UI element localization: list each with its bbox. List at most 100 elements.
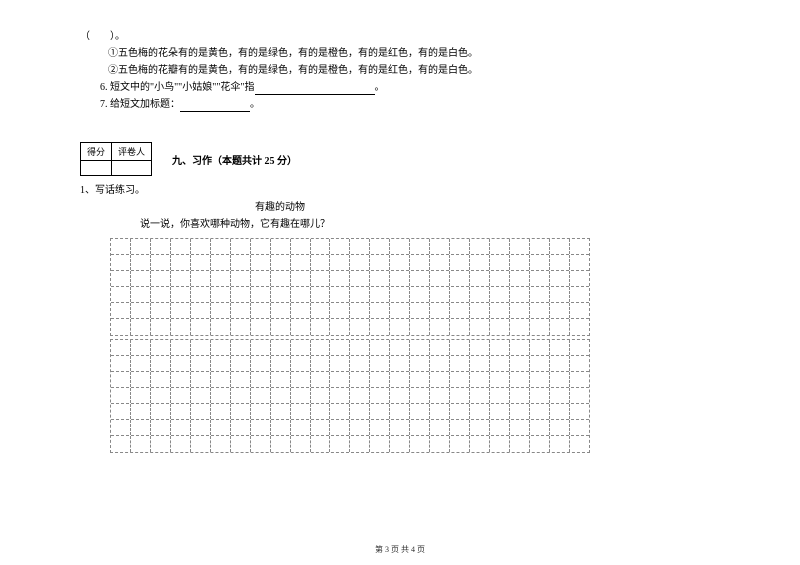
grid-cell[interactable] [550,372,570,387]
grid-cell[interactable] [311,372,331,387]
grid-cell[interactable] [430,436,450,452]
grid-cell[interactable] [191,303,211,318]
grid-cell[interactable] [291,255,311,270]
grid-cell[interactable] [311,303,331,318]
grid-cell[interactable] [370,436,390,452]
grid-cell[interactable] [191,255,211,270]
grid-cell[interactable] [211,239,231,254]
grid-cell[interactable] [271,287,291,302]
grid-cell[interactable] [350,388,370,403]
grid-cell[interactable] [470,287,490,302]
grid-cell[interactable] [271,420,291,435]
grid-cell[interactable] [311,388,331,403]
grid-cell[interactable] [151,319,171,335]
grid-cell[interactable] [111,287,131,302]
grid-cell[interactable] [490,340,510,355]
grid-cell[interactable] [410,319,430,335]
grid-cell[interactable] [211,420,231,435]
grid-cell[interactable] [370,420,390,435]
grid-cell[interactable] [330,404,350,419]
grid-cell[interactable] [251,319,271,335]
grid-cell[interactable] [510,436,530,452]
grid-cell[interactable] [291,287,311,302]
grid-cell[interactable] [350,356,370,371]
grid-cell[interactable] [191,404,211,419]
grid-cell[interactable] [171,287,191,302]
grid-cell[interactable] [510,239,530,254]
grid-cell[interactable] [151,388,171,403]
grid-cell[interactable] [550,404,570,419]
grid-cell[interactable] [171,388,191,403]
grid-cell[interactable] [251,388,271,403]
grid-cell[interactable] [251,303,271,318]
grid-cell[interactable] [510,255,530,270]
grid-cell[interactable] [350,303,370,318]
grid-cell[interactable] [450,388,470,403]
grid-cell[interactable] [510,356,530,371]
grid-cell[interactable] [390,340,410,355]
grid-cell[interactable] [291,372,311,387]
grid-cell[interactable] [470,388,490,403]
grid-cell[interactable] [450,239,470,254]
grid-cell[interactable] [191,287,211,302]
grid-cell[interactable] [550,287,570,302]
grid-cell[interactable] [311,340,331,355]
grid-cell[interactable] [151,436,171,452]
grid-cell[interactable] [171,356,191,371]
grid-cell[interactable] [450,340,470,355]
grid-cell[interactable] [570,340,589,355]
grid-cell[interactable] [271,372,291,387]
grid-cell[interactable] [430,388,450,403]
grid-cell[interactable] [131,436,151,452]
grid-cell[interactable] [470,271,490,286]
grid-cell[interactable] [111,255,131,270]
grid-cell[interactable] [151,303,171,318]
grid-cell[interactable] [550,420,570,435]
grid-cell[interactable] [191,356,211,371]
grid-cell[interactable] [291,271,311,286]
grid-cell[interactable] [510,340,530,355]
grid-cell[interactable] [171,255,191,270]
grid-cell[interactable] [450,287,470,302]
grid-cell[interactable] [211,388,231,403]
grid-cell[interactable] [231,404,251,419]
grid-cell[interactable] [171,340,191,355]
grid-cell[interactable] [350,239,370,254]
grid-cell[interactable] [171,372,191,387]
grid-cell[interactable] [131,420,151,435]
grid-cell[interactable] [570,239,589,254]
grid-cell[interactable] [151,239,171,254]
grid-cell[interactable] [111,303,131,318]
grid-cell[interactable] [490,404,510,419]
grid-cell[interactable] [470,255,490,270]
grid-cell[interactable] [390,319,410,335]
grid-cell[interactable] [191,372,211,387]
grid-cell[interactable] [330,255,350,270]
grid-cell[interactable] [291,239,311,254]
grid-cell[interactable] [370,303,390,318]
grid-cell[interactable] [530,239,550,254]
grid-cell[interactable] [470,404,490,419]
grid-cell[interactable] [350,420,370,435]
grid-cell[interactable] [291,388,311,403]
grid-cell[interactable] [171,436,191,452]
grid-cell[interactable] [131,271,151,286]
grid-cell[interactable] [570,303,589,318]
grid-cell[interactable] [251,340,271,355]
grid-cell[interactable] [470,340,490,355]
grid-cell[interactable] [251,239,271,254]
grid-cell[interactable] [530,271,550,286]
grid-cell[interactable] [570,372,589,387]
grid-cell[interactable] [530,303,550,318]
grid-cell[interactable] [550,436,570,452]
grid-cell[interactable] [231,356,251,371]
grid-cell[interactable] [410,436,430,452]
grid-cell[interactable] [530,287,550,302]
grid-cell[interactable] [550,388,570,403]
grid-cell[interactable] [291,420,311,435]
grid-cell[interactable] [271,303,291,318]
grid-cell[interactable] [330,239,350,254]
grid-cell[interactable] [151,356,171,371]
grid-cell[interactable] [530,436,550,452]
grid-cell[interactable] [570,255,589,270]
